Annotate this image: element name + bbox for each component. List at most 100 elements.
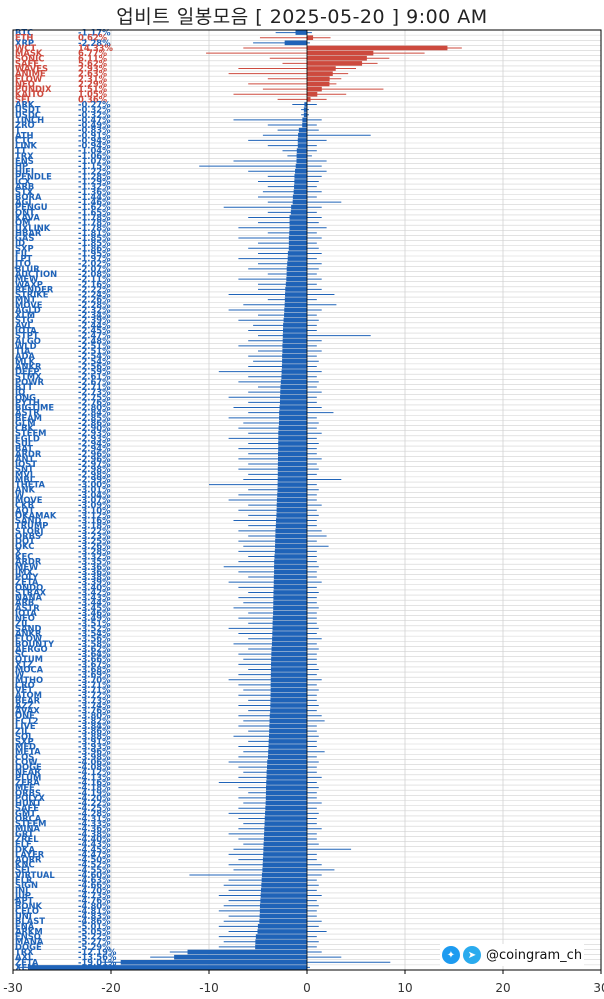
row-pct-label: -3.49% — [78, 613, 111, 623]
bar — [273, 590, 307, 595]
row-pct-label: -3.93% — [78, 742, 111, 752]
bar — [286, 271, 307, 277]
x-tick-label: 30 — [593, 981, 604, 995]
bar — [261, 882, 307, 888]
row-pct-label: -3.38% — [78, 572, 111, 582]
row-name-label: DKA — [15, 844, 35, 854]
row-pct-label: 2.63% — [78, 69, 108, 79]
bar — [307, 91, 318, 97]
row-name-label: OM — [15, 218, 30, 228]
row-pct-label: -3.43% — [78, 593, 111, 603]
row-pct-label: -0.49% — [78, 120, 111, 130]
bar — [296, 153, 307, 159]
row-name-label: KNC — [15, 860, 35, 870]
bar — [174, 954, 307, 960]
row-pct-label: -2.54% — [78, 351, 111, 361]
row-name-label: WAXP — [15, 279, 43, 289]
row-pct-label: -3.54% — [78, 629, 111, 639]
row-name-label: GAS — [15, 233, 34, 243]
row-name-label: AQRR — [15, 855, 42, 865]
row-pct-label: -2.61% — [78, 372, 111, 382]
row-name-label: AUCTION — [15, 269, 57, 279]
bar — [307, 35, 314, 41]
row-name-label: LINK — [15, 141, 37, 151]
bar — [270, 672, 307, 677]
row-pct-label: 5.62% — [78, 58, 108, 68]
bar — [268, 744, 307, 749]
bar — [264, 826, 307, 832]
row-name-label: POLYX — [15, 793, 45, 803]
row-name-label: HUNT — [15, 798, 42, 808]
row-name-label: BEAR — [15, 695, 41, 705]
row-name-label: CBK — [15, 423, 35, 433]
row-pct-label: -1.17% — [78, 28, 111, 38]
row-pct-label: -2.28% — [78, 300, 111, 310]
row-pct-label: -3.18% — [78, 521, 111, 531]
bar — [262, 862, 307, 868]
row-name-label: THETA — [15, 480, 46, 490]
row-name-label: WCT — [15, 43, 36, 53]
row-pct-label: -4.81% — [78, 906, 111, 916]
row-pct-label: -2.90% — [78, 423, 111, 433]
row-name-label: DOT — [15, 536, 35, 546]
bar — [259, 913, 307, 919]
row-name-label: PLUM — [15, 772, 41, 782]
row-pct-label: -2.96% — [78, 454, 111, 464]
row-pct-label: -2.80% — [78, 403, 111, 413]
bar — [285, 292, 307, 297]
bar — [286, 266, 307, 272]
bar — [284, 297, 307, 302]
row-name-label: STMX — [15, 372, 42, 382]
bar — [284, 312, 307, 318]
row-name-label: STORJ — [15, 526, 43, 536]
row-name-label: NEAR — [15, 767, 41, 777]
bar — [292, 194, 307, 200]
row-name-label: DOGE — [15, 762, 42, 772]
row-name-label: META — [15, 747, 41, 757]
row-name-label: ZIL — [15, 726, 30, 736]
row-pct-label: -2.59% — [78, 367, 111, 377]
bar — [269, 723, 307, 729]
telegram-icon[interactable]: ➤ — [463, 946, 481, 964]
row-name-label: MINA — [15, 824, 40, 834]
bar — [307, 66, 336, 71]
row-name-label: XLM — [15, 310, 35, 320]
row-name-label: SUI — [15, 438, 31, 448]
row-pct-label: -5.01% — [78, 921, 111, 931]
row-pct-label: -3.46% — [78, 608, 111, 618]
row-name-label: X — [15, 546, 22, 556]
row-name-label: ARDR — [15, 557, 42, 567]
bar — [264, 831, 307, 837]
row-name-label: MNT — [15, 295, 36, 305]
row-name-label: MBL — [15, 474, 36, 484]
row-pct-label: -4.31% — [78, 813, 111, 823]
row-name-label: POWR — [15, 377, 44, 387]
row-name-label: POLY — [15, 572, 39, 582]
row-pct-label: -2.75% — [78, 392, 111, 402]
row-pct-label: -19.01% — [78, 957, 117, 967]
row-pct-label: -2.98% — [78, 469, 111, 479]
row-pct-label: -5.05% — [78, 926, 111, 936]
row-name-label: STRIKE — [15, 290, 49, 300]
row-name-label: GMT — [15, 808, 36, 818]
row-pct-label: -3.36% — [78, 567, 111, 577]
twitter-icon[interactable]: ✦ — [442, 946, 460, 964]
row-labels: BTC -1.17% ETH 0.62% XRP -2.28% WCT 14.33% MASK 6… — [14, 28, 117, 973]
row-pct-label: -3.69% — [78, 670, 111, 680]
row-name-label: MOVE — [15, 300, 43, 310]
bar — [286, 276, 307, 282]
row-pct-label: -4.36% — [78, 824, 111, 834]
row-name-label: ELF — [15, 839, 32, 849]
row-name-label: KEC — [15, 552, 33, 562]
bar — [262, 857, 307, 862]
row-pct-label: -2.96% — [78, 449, 111, 459]
row-name-label: XRP — [15, 38, 34, 48]
row-name-label: VET — [15, 685, 33, 695]
bar — [282, 328, 307, 333]
row-name-label: DOGE — [15, 942, 42, 952]
row-pct-label: -2.85% — [78, 413, 111, 423]
bar — [287, 261, 307, 267]
brand-watermark: ✦ ➤ @coingram_ch — [440, 944, 585, 966]
bar — [297, 138, 307, 143]
bar — [274, 569, 307, 575]
